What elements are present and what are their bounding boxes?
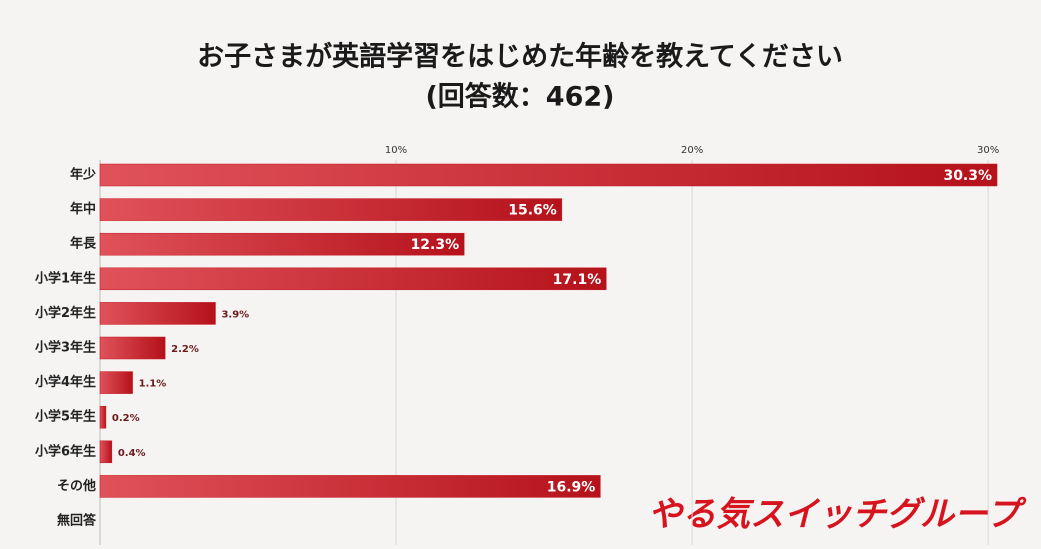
bar <box>99 267 607 291</box>
bar <box>99 475 601 498</box>
y-tick-label: 年長 <box>70 236 97 252</box>
data-label: 12.3% <box>411 237 460 253</box>
chart-subtitle: (回答数：462) <box>425 81 614 113</box>
chart-title: お子さまが英語学習をはじめた年齢を教えてください <box>197 41 843 73</box>
data-label: 17.1% <box>553 272 602 288</box>
bar <box>99 371 133 394</box>
x-tick-label: 10% <box>385 145 407 156</box>
data-label: 15.6% <box>508 203 557 219</box>
bar <box>99 198 563 221</box>
data-label: 2.2% <box>171 344 199 355</box>
bar <box>99 302 216 325</box>
bar <box>99 336 166 360</box>
y-tick-label: 小学1年生 <box>35 270 96 286</box>
data-label: 0.4% <box>118 448 146 459</box>
logo: やる気スイッチグループ <box>648 495 1027 535</box>
bar <box>99 232 465 256</box>
y-tick-label: 年少 <box>70 167 96 183</box>
y-tick-label: その他 <box>57 478 96 494</box>
x-tick-label: 20% <box>681 145 703 156</box>
y-tick-label: 小学3年生 <box>35 340 96 356</box>
y-tick-label: 小学2年生 <box>35 305 96 321</box>
y-tick-label: 小学6年生 <box>35 443 96 459</box>
x-tick-label: 30% <box>977 145 999 156</box>
data-label: 16.9% <box>547 479 596 495</box>
data-label: 30.3% <box>943 168 992 184</box>
y-tick-label: 年中 <box>70 201 96 217</box>
y-tick-label: 小学5年生 <box>35 409 96 425</box>
bar <box>99 163 998 187</box>
bar <box>99 405 107 429</box>
bar <box>99 440 113 464</box>
y-tick-label: 無回答 <box>57 513 97 529</box>
y-tick-label: 小学4年生 <box>35 374 96 390</box>
data-label: 3.9% <box>221 309 249 320</box>
data-label: 0.2% <box>112 413 140 424</box>
data-label: 1.1% <box>139 379 167 390</box>
